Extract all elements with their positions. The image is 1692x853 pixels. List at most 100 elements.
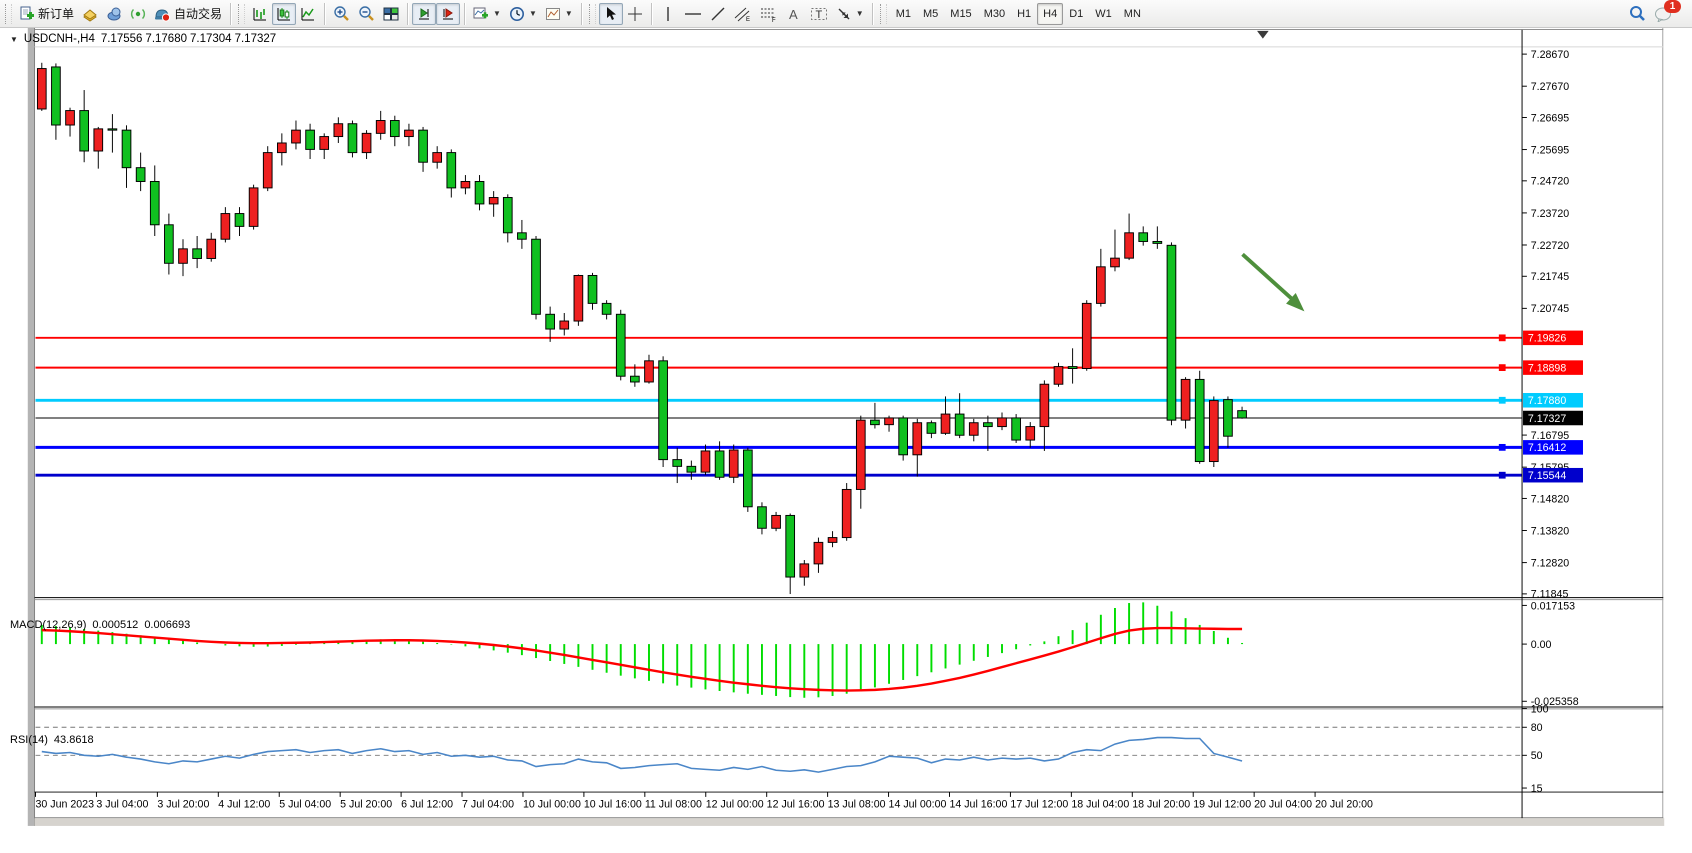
templates-button[interactable]: ▼ xyxy=(541,3,577,25)
timeframe-mn[interactable]: MN xyxy=(1123,7,1141,20)
candle xyxy=(65,110,75,126)
chart-shift-button[interactable] xyxy=(436,2,461,25)
rsi-line xyxy=(41,736,1243,773)
candle xyxy=(446,152,457,189)
trendline-icon xyxy=(711,7,725,20)
toolbar-grip[interactable] xyxy=(238,3,246,24)
equidistant-channel-tool-button[interactable]: E xyxy=(730,3,756,25)
candle xyxy=(1208,400,1219,463)
tile-windows-button[interactable] xyxy=(379,3,403,25)
candle xyxy=(277,142,287,154)
signals-button[interactable] xyxy=(126,3,150,25)
vertical-line-icon xyxy=(667,6,669,21)
market-watch-button[interactable] xyxy=(78,3,102,25)
timeframe-w1[interactable]: W1 xyxy=(1095,7,1112,20)
zoom-in-button[interactable] xyxy=(329,3,354,25)
line-chart-button[interactable] xyxy=(296,3,320,25)
crosshair-tool-button[interactable] xyxy=(623,3,647,25)
timeframe-m30[interactable]: M30 xyxy=(983,7,1006,20)
level-line-handle[interactable] xyxy=(1498,396,1506,404)
vertical-line-tool-button[interactable] xyxy=(656,3,680,25)
chevron-down-icon: ▼ xyxy=(493,9,501,18)
svg-text:7.16795: 7.16795 xyxy=(1531,430,1569,442)
chart-high-value: 7.17680 xyxy=(145,33,187,45)
svg-text:20 Jul 04:00: 20 Jul 04:00 xyxy=(1254,799,1312,811)
toolbar-grip[interactable] xyxy=(5,3,12,24)
candle xyxy=(912,422,923,456)
candlesticks-button[interactable] xyxy=(272,2,297,25)
chevron-down-icon: ▼ xyxy=(528,9,537,18)
timeframe-h1[interactable]: H1 xyxy=(1017,7,1032,20)
new-order-button[interactable]: 新订单 xyxy=(15,3,78,25)
svg-text:3 Jul 04:00: 3 Jul 04:00 xyxy=(96,799,148,811)
zoom-in-icon xyxy=(334,6,349,21)
candle xyxy=(93,128,104,152)
candle xyxy=(178,248,188,264)
toolbar-separator xyxy=(464,2,466,25)
timeframe-m15[interactable]: M15 xyxy=(950,7,972,20)
price-axis: 7.28670 7.27670 7.26695 7.25695 7.24720 7.237… xyxy=(1521,29,1583,819)
bar-chart-button[interactable] xyxy=(248,3,272,25)
notifications-button[interactable]: 1 xyxy=(1650,0,1681,25)
level-line-handle[interactable] xyxy=(1498,443,1506,451)
text-label-icon: T xyxy=(810,7,827,21)
macd-main-value: 0.000512 xyxy=(92,619,139,631)
candle xyxy=(347,123,358,154)
zoom-out-button[interactable] xyxy=(354,3,379,25)
auto-scroll-button[interactable] xyxy=(412,2,437,25)
svg-text:7.17327: 7.17327 xyxy=(1528,413,1566,425)
chart-symbol-period: USDCNH-,H4 xyxy=(23,33,95,45)
text-label-tool-button[interactable]: T xyxy=(806,3,832,25)
toolbar-grip[interactable] xyxy=(879,3,887,24)
level-line-handle[interactable] xyxy=(1498,471,1506,479)
svg-text:0.00: 0.00 xyxy=(1531,639,1552,651)
macd-indicator-label: MACD(12,26,9) 0.000512 0.006693 xyxy=(10,619,190,631)
autotrading-button[interactable]: 自动交易 xyxy=(150,3,226,25)
toolbar-grip[interactable] xyxy=(588,3,596,24)
chart-shift-marker[interactable] xyxy=(1257,30,1269,39)
cursor-tool-button[interactable] xyxy=(598,2,623,25)
timeframe-m5[interactable]: M5 xyxy=(923,7,939,20)
svg-text:80: 80 xyxy=(1531,722,1543,734)
timeframe-h4[interactable]: H4 xyxy=(1037,2,1064,25)
periods-button[interactable]: ▼ xyxy=(505,3,541,25)
macd-name: MACD(12,26,9) xyxy=(10,619,87,631)
candles xyxy=(36,62,1247,595)
level-line-handle[interactable] xyxy=(1498,364,1506,371)
candle xyxy=(248,187,259,227)
timeframe-d1[interactable]: D1 xyxy=(1069,7,1084,20)
candle xyxy=(164,224,174,264)
svg-text:4 Jul 12:00: 4 Jul 12:00 xyxy=(218,799,270,811)
search-icon xyxy=(1630,5,1645,21)
svg-text:7.14820: 7.14820 xyxy=(1531,493,1569,505)
candle xyxy=(573,274,584,322)
fibonacci-tool-button[interactable]: F xyxy=(756,3,782,25)
candle xyxy=(361,132,372,154)
down-arrow-icon[interactable] xyxy=(1241,252,1294,301)
svg-text:10 Jul 00:00: 10 Jul 00:00 xyxy=(523,799,581,811)
candle xyxy=(1096,266,1106,304)
level-line-handle[interactable] xyxy=(1498,334,1506,342)
svg-text:7.28670: 7.28670 xyxy=(1531,49,1569,61)
horizontal-line-tool-button[interactable] xyxy=(680,3,706,25)
svg-text:7.12820: 7.12820 xyxy=(1531,557,1569,569)
search-button[interactable] xyxy=(1624,3,1650,25)
candle xyxy=(1110,257,1120,268)
candle xyxy=(601,302,612,315)
timeframe-m1[interactable]: M1 xyxy=(895,7,911,20)
text-tool-button[interactable]: A xyxy=(782,3,806,25)
one-click-trading-toggle-icon[interactable]: ▼ xyxy=(10,34,18,44)
svg-text:18 Jul 20:00: 18 Jul 20:00 xyxy=(1132,799,1190,811)
indicators-button[interactable]: ▼ xyxy=(469,3,505,25)
macd-signal-line xyxy=(41,626,1243,692)
trendline-tool-button[interactable] xyxy=(706,3,730,25)
svg-text:5 Jul 20:00: 5 Jul 20:00 xyxy=(340,799,392,811)
svg-text:7.20745: 7.20745 xyxy=(1531,303,1569,315)
arrows-tool-button[interactable]: ▼ xyxy=(832,3,868,25)
toolbar-separator xyxy=(324,2,326,25)
price-chart[interactable]: 7.28670 7.27670 7.26695 7.25695 7.24720 7.237… xyxy=(0,28,1692,853)
navigator-button[interactable] xyxy=(102,3,126,25)
svg-text:7.19826: 7.19826 xyxy=(1528,333,1566,345)
candle xyxy=(262,152,273,189)
periods-clock-icon xyxy=(509,6,524,21)
